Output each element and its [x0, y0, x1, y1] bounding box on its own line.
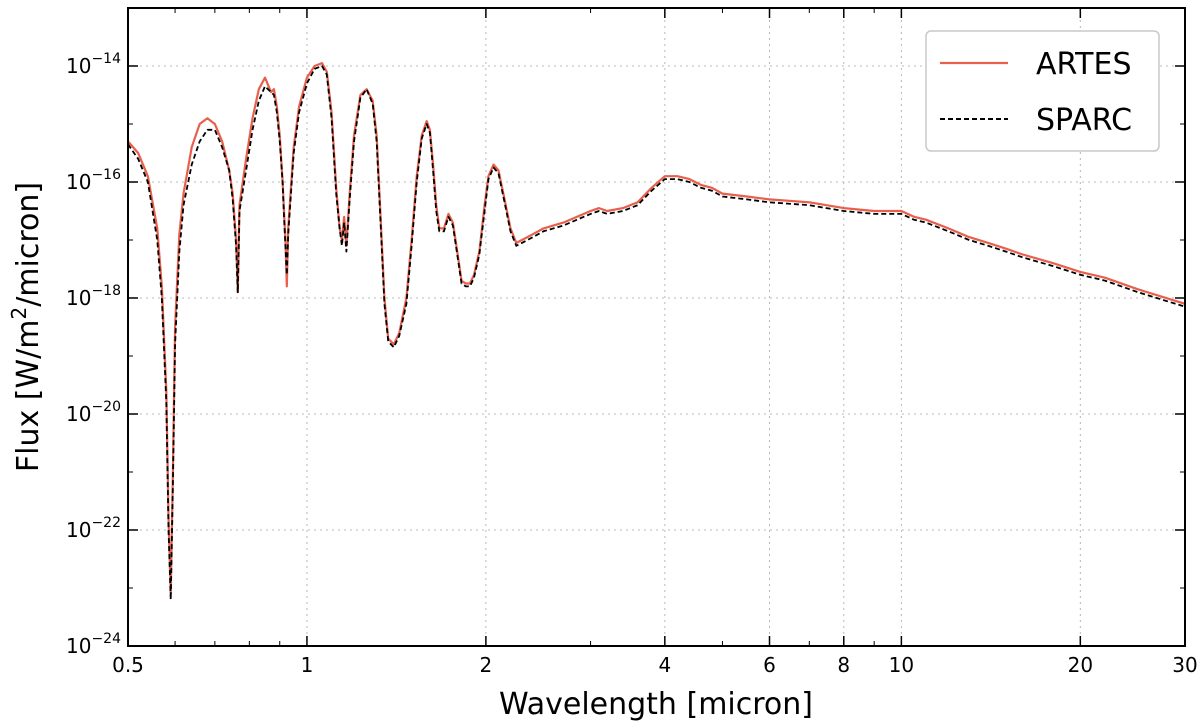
legend-label-artes: ARTES: [1036, 47, 1132, 82]
y-axis-label: Flux [W/m2/micron]: [7, 182, 46, 472]
x-tick-label: 1: [301, 653, 314, 677]
y-tick-label: 10−14: [66, 51, 121, 78]
x-tick-label: 6: [763, 653, 776, 677]
x-tick-label: 30: [1172, 653, 1197, 677]
plot-frame: [127, 7, 1186, 647]
x-tick-label: 0.5: [112, 653, 144, 677]
x-tick-label: 20: [1068, 653, 1093, 677]
x-tick-label: 8: [837, 653, 850, 677]
y-axis-label-post: /micron]: [11, 182, 46, 307]
y-tick-label: 10−18: [66, 283, 121, 310]
y-tick-label: 10−22: [66, 515, 121, 542]
y-axis-label-pre: Flux [W/m: [11, 320, 46, 473]
x-tick-label: 2: [480, 653, 493, 677]
y-tick-label: 10−24: [66, 631, 121, 658]
y-tick-label: 10−20: [66, 399, 121, 426]
legend-label-sparc: SPARC: [1036, 103, 1132, 138]
y-axis-label-sup: 2: [7, 307, 31, 320]
tick-labels: 0.5 1 2 4 6 8 10 20 30 10−24 10−22 10−20 10−18 10−16 1…: [66, 51, 1198, 677]
legend-box: [925, 30, 1160, 152]
legend: ARTES SPARC: [925, 30, 1160, 152]
series-layer: [127, 62, 1186, 601]
ticks: [127, 8, 1186, 647]
x-tick-label: 10: [889, 653, 914, 677]
grid: [128, 8, 1185, 646]
x-tick-label: 4: [658, 653, 671, 677]
series-line-sparc: [127, 65, 1186, 601]
x-axis-label: Wavelength [micron]: [499, 687, 813, 722]
y-tick-label: 10−16: [66, 167, 121, 194]
